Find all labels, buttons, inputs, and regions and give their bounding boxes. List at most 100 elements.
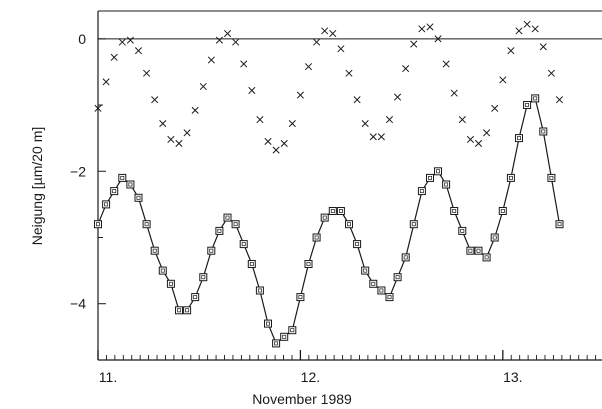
cross-marker [377, 133, 385, 141]
y-tick-label: −2 [70, 163, 86, 179]
square-marker-inner [128, 182, 133, 187]
cross-marker [199, 82, 207, 91]
square-marker-inner [120, 175, 125, 180]
square-point [434, 167, 442, 176]
square-marker-inner [185, 308, 190, 313]
square-marker-outer [247, 260, 256, 268]
square-marker-inner [476, 248, 481, 253]
cross-marker [418, 25, 426, 33]
square-marker-outer [118, 173, 127, 182]
square-marker-inner [193, 295, 198, 300]
square-point [191, 293, 200, 302]
cross-marker [264, 137, 272, 146]
series-line [97, 97, 561, 345]
square-point [207, 246, 216, 255]
square-marker-outer [166, 279, 175, 288]
square-point [401, 253, 410, 262]
square-point [328, 207, 337, 215]
cross-marker [232, 38, 240, 46]
square-marker-inner [533, 96, 538, 101]
cross-marker [345, 69, 353, 77]
square-marker-inner [209, 248, 214, 253]
square-marker-inner [549, 175, 554, 180]
cross-marker [175, 139, 183, 148]
square-point [482, 253, 491, 262]
cross-marker [555, 96, 564, 104]
cross-marker [410, 40, 418, 48]
square-point [426, 173, 434, 182]
square-point [183, 306, 192, 315]
square-marker-inner [355, 242, 360, 247]
square-point [175, 306, 183, 315]
plot-frame [97, 10, 602, 361]
cross-marker [118, 38, 126, 46]
x-tick-label: 11. [99, 369, 117, 385]
square-point [506, 173, 515, 182]
square-point [134, 193, 143, 202]
square-marker-inner [444, 182, 449, 187]
square-marker-inner [257, 288, 262, 293]
square-marker-inner [460, 228, 465, 233]
square-marker-inner [452, 209, 457, 213]
square-point [231, 220, 240, 229]
square-marker-outer [515, 134, 523, 143]
square-marker-inner [241, 242, 246, 247]
square-marker-outer [158, 266, 167, 275]
square-point [531, 94, 540, 103]
square-marker-inner [266, 321, 270, 326]
square-marker-inner [274, 341, 279, 346]
cross-marker [450, 89, 458, 97]
square-marker-inner [249, 262, 254, 266]
square-marker-inner [347, 222, 351, 227]
cross-marker [167, 135, 175, 144]
square-point [215, 226, 224, 235]
square-marker-inner [322, 215, 327, 220]
square-marker-outer [450, 207, 459, 215]
square-marker-outer [555, 220, 564, 229]
cross-marker [134, 47, 143, 55]
cross-marker [507, 47, 515, 55]
cross-marker [215, 36, 223, 44]
y-axis-ticks: 0 −2 −4 [70, 31, 106, 312]
square-point [247, 260, 256, 268]
square-marker-outer [539, 127, 548, 136]
square-marker-outer [255, 286, 264, 295]
square-marker-inner [217, 228, 222, 233]
square-marker-outer [223, 213, 232, 222]
cross-marker [94, 104, 102, 112]
cross-marker [539, 43, 547, 51]
cross-marker [288, 120, 296, 128]
square-marker-outer [361, 266, 370, 275]
square-marker-outer [304, 260, 313, 268]
square-marker-inner [557, 222, 562, 227]
square-marker-inner [411, 222, 416, 227]
cross-marker [151, 96, 159, 104]
square-point [377, 286, 386, 295]
square-marker-inner [363, 268, 368, 273]
square-marker-outer [183, 306, 192, 315]
square-marker-outer [231, 220, 240, 229]
cross-marker [402, 65, 410, 73]
square-marker-inner [395, 275, 400, 280]
square-marker-outer [482, 253, 491, 262]
cross-marker [272, 146, 280, 154]
cross-marker [369, 133, 377, 141]
cross-marker [126, 36, 134, 44]
cross-marker [304, 63, 313, 71]
square-marker-outer [345, 220, 353, 229]
square-marker-inner [112, 189, 117, 194]
cross-marker [434, 35, 442, 43]
square-point [442, 180, 451, 189]
y-tick-label: 0 [78, 31, 86, 47]
square-point [393, 273, 402, 282]
square-marker-outer [434, 167, 442, 176]
square-marker-outer [280, 332, 289, 341]
square-point [498, 207, 507, 215]
square-point [126, 180, 135, 189]
square-marker-outer [150, 246, 159, 255]
square-marker-outer [199, 273, 208, 282]
square-marker-outer [353, 240, 362, 249]
square-marker-outer [442, 180, 451, 189]
cross-marker [191, 106, 199, 114]
